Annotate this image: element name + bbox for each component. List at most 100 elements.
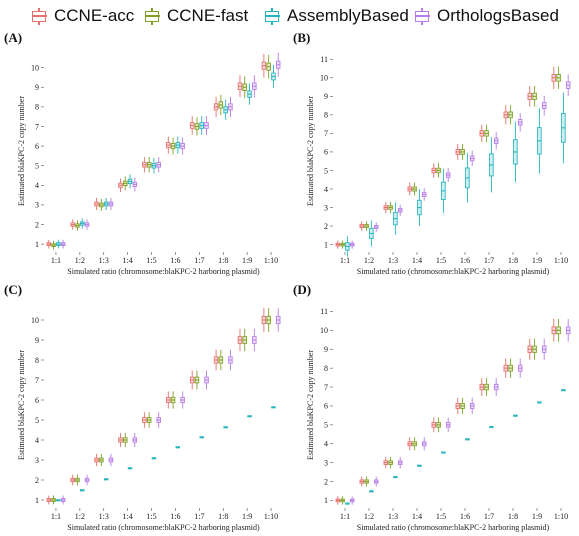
box-orthologsbased bbox=[108, 197, 114, 210]
box-ccne-fast bbox=[51, 240, 56, 250]
box-orthologsbased bbox=[397, 204, 403, 216]
legend-item-ccne-fast: CCNE-fast bbox=[143, 6, 248, 26]
x-tick-label: 1:7 bbox=[484, 256, 494, 265]
box-ccne-fast bbox=[556, 66, 561, 89]
x-axis-title: Simulated ratio (chromosome:blaKPC-2 har… bbox=[357, 267, 550, 276]
box-orthologsbased bbox=[493, 132, 499, 150]
box-ccne-acc bbox=[479, 124, 485, 143]
box-assemblybased bbox=[537, 401, 542, 404]
box-ccne-fast bbox=[436, 417, 441, 433]
y-tick-label: 8 bbox=[35, 103, 39, 112]
x-tick-label: 1:3 bbox=[388, 256, 398, 265]
x-tick-label: 1:1 bbox=[51, 512, 61, 521]
box-ccne-fast bbox=[532, 85, 537, 107]
box-ccne-fast bbox=[194, 117, 200, 136]
box-ccne-fast bbox=[532, 338, 537, 360]
y-tick-label: 5 bbox=[324, 166, 328, 175]
y-tick-label: 6 bbox=[35, 396, 39, 405]
box-ccne-acc bbox=[527, 338, 533, 360]
box-orthologsbased bbox=[60, 239, 66, 249]
box-orthologsbased bbox=[228, 96, 233, 117]
y-tick-label: 8 bbox=[35, 356, 39, 365]
legend-key-icon bbox=[413, 8, 431, 25]
y-tick-label: 9 bbox=[324, 345, 328, 354]
box-assemblybased bbox=[223, 99, 228, 120]
y-tick-label: 5 bbox=[324, 421, 328, 430]
box-orthologsbased bbox=[204, 116, 209, 135]
box-orthologsbased bbox=[565, 319, 571, 342]
y-tick-label: 6 bbox=[324, 402, 328, 411]
box-ccne-acc bbox=[46, 495, 52, 505]
box-ccne-acc bbox=[335, 240, 341, 249]
y-tick-label: 5 bbox=[35, 162, 39, 171]
x-tick-label: 1:6 bbox=[460, 256, 470, 265]
box-orthologsbased bbox=[349, 240, 355, 249]
box-assemblybased bbox=[513, 121, 518, 183]
x-tick-label: 1:3 bbox=[99, 256, 109, 265]
box-ccne-acc bbox=[261, 308, 267, 332]
x-axis-title: Simulated ratio (chromosome:blaKPC-2 har… bbox=[357, 523, 550, 532]
legend-item-assemblybased: AssemblyBased bbox=[263, 6, 409, 26]
box-assemblybased bbox=[56, 499, 61, 502]
panel-a-chart: (A) 1 2 3 4 5 6 7 8 9 10 Estimated blaKPC-2 copy nu… bbox=[4, 30, 281, 276]
box-assemblybased bbox=[271, 65, 276, 88]
box-ccne-acc bbox=[431, 417, 437, 433]
box-orthologsbased bbox=[252, 328, 257, 352]
box-assemblybased bbox=[393, 476, 398, 479]
y-tick-label: 10 bbox=[31, 63, 39, 72]
y-tick-label: 9 bbox=[35, 83, 39, 92]
box-ccne-fast bbox=[266, 54, 271, 79]
box-ccne-fast bbox=[146, 157, 152, 173]
x-tick-label: 1:6 bbox=[460, 512, 470, 521]
box-ccne-fast bbox=[388, 201, 393, 214]
box-orthologsbased bbox=[541, 95, 547, 116]
box-ccne-fast bbox=[218, 349, 224, 371]
box-ccne-fast bbox=[194, 370, 200, 390]
box-orthologsbased bbox=[275, 52, 281, 77]
box-orthologsbased bbox=[156, 157, 161, 173]
box-orthologsbased bbox=[84, 474, 90, 486]
box-ccne-acc bbox=[46, 239, 52, 249]
box-ccne-acc bbox=[359, 476, 365, 487]
box-orthologsbased bbox=[397, 456, 403, 469]
legend: CCNE-acc CCNE-fast AssemblyBased OrthologsB… bbox=[0, 0, 579, 38]
box-assemblybased bbox=[79, 489, 85, 492]
box-ccne-fast bbox=[484, 124, 489, 143]
legend-key-icon bbox=[263, 8, 281, 25]
y-tick-label: 1 bbox=[35, 496, 39, 505]
legend-key-icon bbox=[30, 8, 48, 25]
box-orthologsbased bbox=[373, 476, 379, 487]
box-orthologsbased bbox=[132, 433, 138, 447]
box-ccne-acc bbox=[431, 163, 437, 178]
box-assemblybased bbox=[223, 426, 228, 429]
box-ccne-fast bbox=[99, 198, 104, 211]
y-tick-label: 3 bbox=[35, 456, 39, 465]
box-assemblybased bbox=[199, 116, 204, 135]
box-orthologsbased bbox=[204, 370, 209, 390]
y-tick-label: 9 bbox=[35, 336, 39, 345]
box-assemblybased bbox=[175, 136, 181, 154]
box-orthologsbased bbox=[517, 358, 523, 378]
y-tick-label: 7 bbox=[324, 383, 328, 392]
y-tick-label: 10 bbox=[31, 316, 39, 325]
y-tick-label: 6 bbox=[35, 142, 39, 151]
x-tick-label: 1:10 bbox=[554, 256, 568, 265]
box-orthologsbased bbox=[445, 168, 451, 183]
x-tick-label: 1:7 bbox=[484, 512, 494, 521]
x-tick-label: 1:4 bbox=[123, 512, 133, 521]
box-ccne-acc bbox=[118, 433, 123, 447]
box-assemblybased bbox=[561, 389, 566, 392]
box-assemblybased bbox=[417, 464, 422, 467]
box-orthologsbased bbox=[541, 338, 547, 360]
box-orthologsbased bbox=[60, 495, 66, 505]
box-orthologsbased bbox=[132, 177, 138, 192]
x-tick-label: 1:3 bbox=[388, 512, 398, 521]
panel-d-chart: (D) 1 2 3 4 5 6 7 8 9 10 11 Estimated blaKPC-2 copy … bbox=[293, 282, 571, 532]
box-ccne-fast bbox=[364, 476, 369, 487]
box-ccne-fast bbox=[388, 456, 393, 469]
box-assemblybased bbox=[247, 415, 252, 418]
y-tick-label: 1 bbox=[324, 240, 328, 249]
box-assemblybased bbox=[271, 406, 276, 409]
box-orthologsbased bbox=[493, 378, 499, 397]
box-ccne-acc bbox=[189, 116, 195, 135]
